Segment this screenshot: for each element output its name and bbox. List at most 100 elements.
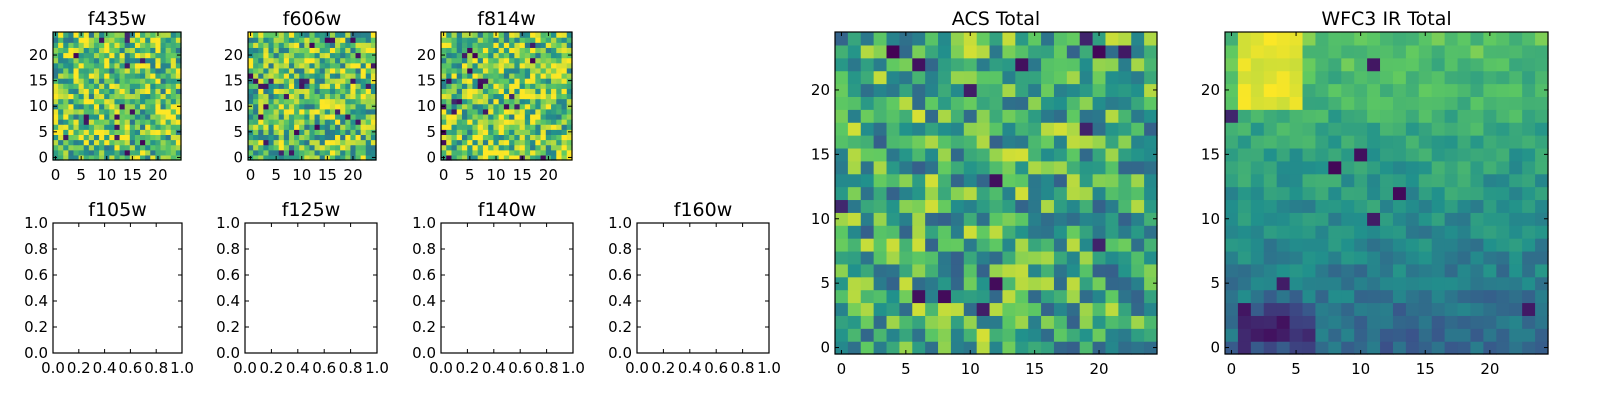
heatmap-cell [1380, 212, 1394, 226]
heatmap-cell [461, 134, 468, 141]
heatmap-cell [1131, 250, 1145, 265]
heatmap-cell [140, 103, 146, 110]
heatmap-cell [314, 47, 321, 54]
heatmap-cell [519, 52, 526, 59]
heatmap-cell [1470, 173, 1484, 188]
heatmap-cell [360, 67, 367, 74]
heatmap-cell [1263, 225, 1278, 239]
heatmap-cell [509, 83, 515, 89]
heatmap-cell [150, 139, 156, 146]
heatmap-cell [1509, 173, 1523, 188]
heatmap-cell [1496, 263, 1510, 278]
heatmap-cell [253, 129, 259, 135]
heatmap-cell [160, 32, 167, 38]
heatmap-cell [165, 72, 172, 79]
heatmap-cell [283, 129, 290, 135]
heatmap-cell [324, 78, 331, 84]
heatmap-cell [873, 225, 888, 239]
heatmap-cell [355, 67, 362, 74]
heatmap-cell [294, 119, 300, 125]
heatmap-cell [1237, 212, 1252, 226]
heatmap-cell [989, 135, 1004, 149]
heatmap-cell [273, 98, 280, 105]
heatmap-cell [524, 108, 531, 115]
heatmap-cell [294, 42, 300, 48]
heatmap-cell [472, 57, 479, 64]
heatmap-cell [1470, 302, 1484, 316]
heatmap-cell [1028, 160, 1042, 175]
heatmap-cell [1015, 341, 1029, 355]
heatmap-cell [114, 72, 121, 79]
heatmap-cell [1535, 70, 1549, 85]
heatmap-cell [294, 129, 300, 135]
heatmap-cell [63, 103, 69, 110]
heatmap-cell [899, 44, 913, 59]
heatmap-cell [324, 88, 331, 95]
heatmap-cell [68, 124, 75, 130]
heatmap-cell [524, 78, 531, 84]
heatmap-cell [1392, 96, 1407, 110]
heatmap-cell [530, 108, 536, 115]
heatmap-cell [1118, 302, 1132, 316]
heatmap-cell [886, 199, 900, 213]
heatmap-cell [1328, 250, 1342, 265]
heatmap-cell [248, 93, 254, 100]
heatmap-cell [73, 52, 80, 59]
heatmap-cell [472, 144, 479, 151]
heatmap-cell [319, 134, 326, 141]
heatmap-cell [1380, 147, 1394, 162]
heatmap-cell [278, 144, 285, 151]
heatmap-cell [340, 129, 346, 135]
heatmap-cell [467, 139, 474, 146]
heatmap-cell [319, 103, 326, 110]
heatmap-cell [938, 212, 952, 226]
heatmap-cell [1328, 96, 1342, 110]
heatmap-cell [1315, 199, 1329, 213]
heatmap-cell [1535, 135, 1549, 149]
heatmap-cell [1354, 70, 1368, 85]
heatmap-cell [1053, 238, 1068, 252]
heatmap-cell [545, 103, 552, 110]
heatmap-cell [556, 88, 563, 95]
heatmap-cell [68, 57, 75, 64]
heatmap-cell [482, 62, 489, 69]
heatmap-cell [150, 129, 156, 135]
heatmap-cell [456, 37, 463, 43]
heatmap-cell [1483, 328, 1497, 342]
heatmap-cell [114, 144, 121, 151]
heatmap-cell [467, 149, 474, 156]
heatmap-cell [78, 93, 85, 100]
heatmap-cell [509, 52, 515, 59]
heatmap-cell [365, 144, 372, 151]
heatmap-cell [860, 238, 875, 252]
heatmap-cell [451, 113, 458, 120]
heatmap-cell [340, 124, 346, 130]
heatmap-cell [938, 250, 952, 265]
heatmap-cell [119, 67, 126, 74]
heatmap-cell [253, 67, 259, 74]
heatmap-cell [860, 328, 875, 342]
heatmap-cell [530, 62, 536, 69]
heatmap-cell [335, 108, 341, 115]
heatmap-cell [1302, 32, 1317, 46]
heatmap-cell [1431, 289, 1446, 304]
heatmap-cell [355, 47, 362, 54]
panel-title: WFC3 IR Total [1321, 8, 1451, 30]
heatmap-cell [1079, 199, 1094, 213]
heatmap-cell [160, 47, 167, 54]
heatmap-cell [1380, 250, 1394, 265]
heatmap-cell [540, 78, 547, 84]
heatmap-cell [873, 315, 888, 329]
heatmap-cell [847, 199, 862, 213]
heatmap-cell [68, 32, 75, 38]
heatmap-cell [288, 57, 295, 64]
heatmap-cell [340, 32, 346, 38]
heatmap-cell [456, 98, 463, 105]
heatmap-cell [124, 144, 131, 151]
heatmap-cell [258, 93, 264, 100]
heatmap-cell [93, 124, 100, 130]
heatmap-cell [1431, 135, 1446, 149]
heatmap-cell [304, 108, 311, 115]
heatmap-cell [1354, 289, 1368, 304]
heatmap-cell [350, 78, 357, 84]
